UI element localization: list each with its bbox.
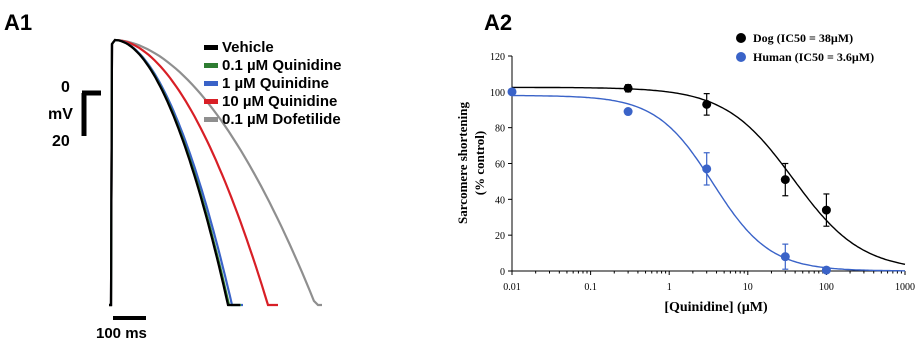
a2-data-point — [507, 87, 517, 97]
a2-legend-label: Human (IC50 = 3.6µM) — [753, 50, 874, 64]
a2-x-tick-label: 100 — [819, 282, 834, 293]
a2-y-tick-label: 100 — [490, 88, 505, 99]
a2-legend-marker — [736, 52, 746, 62]
a2-y-tick-label: 0 — [500, 267, 505, 278]
ap-legend-label: 10 µM Quinidine — [222, 93, 337, 110]
a2-x-tick-label: 1000 — [895, 282, 915, 293]
a2-y-tick-label: 120 — [490, 52, 505, 63]
scale-voltage-top: 0 — [61, 79, 70, 96]
a2-data-points — [507, 83, 831, 275]
ap-legend-label: 1 µM Quinidine — [222, 75, 329, 92]
a2-axes: 0 20 40 60 80 100 120 0.01 0.1 1 10 100 1000 — [490, 52, 915, 293]
ap-legend-swatch — [204, 81, 218, 86]
scale-time-label: 100 ms — [96, 325, 147, 342]
a2-y-axis-label-line1: Sarcomere shortening — [455, 102, 470, 224]
ap-legend-label: Vehicle — [222, 39, 274, 56]
scale-voltage-bottom: 20 — [52, 133, 70, 150]
ap-legend-swatch — [204, 99, 218, 104]
a2-data-point — [623, 83, 633, 93]
ap-traces — [109, 38, 322, 307]
a2-y-tick-label: 60 — [495, 160, 505, 171]
a2-x-tick-label: 0.1 — [584, 282, 597, 293]
a2-x-tick-label: 0.01 — [503, 282, 521, 293]
ap-legend-swatch — [204, 45, 218, 50]
ap-trace-3 — [109, 38, 278, 307]
a2-data-point — [623, 107, 633, 117]
panel-label-a1: A1 — [4, 10, 33, 35]
a2-y-tick-label: 40 — [495, 195, 505, 206]
a2-x-axis-label: [Quinidine] (µM) — [664, 300, 768, 315]
a2-legend-label: Dog (IC50 = 38µM) — [753, 31, 853, 45]
a2-data-point — [780, 175, 790, 185]
a2-data-point — [702, 99, 712, 109]
ap-trace-0 — [109, 38, 240, 307]
a2-data-point — [821, 205, 831, 215]
a2-y-tick-label: 80 — [495, 124, 505, 135]
a2-y-axis-label-line2: (% control) — [472, 131, 487, 195]
ap-trace-4 — [109, 38, 322, 307]
a2-data-point — [702, 164, 712, 174]
ap-legend-label: 0.1 µM Quinidine — [222, 57, 342, 74]
a2-x-tick-label: 1 — [667, 282, 672, 293]
a2-data-point — [780, 252, 790, 262]
ap-legend-swatch — [204, 63, 218, 68]
a2-x-tick-label: 10 — [743, 282, 753, 293]
scale-voltage-unit: mV — [48, 106, 73, 123]
ap-legend-label: 0.1 µM Dofetilide — [222, 111, 341, 128]
a2-y-tick-label: 20 — [495, 231, 505, 242]
a2-legend: Dog (IC50 = 38µM) Human (IC50 = 3.6µM) — [736, 31, 874, 64]
a2-legend-marker — [736, 33, 746, 43]
a2-fit-curve — [512, 94, 905, 272]
panel-label-a2: A2 — [484, 10, 513, 35]
a2-data-point — [821, 265, 831, 275]
ap-legend-swatch — [204, 117, 218, 122]
